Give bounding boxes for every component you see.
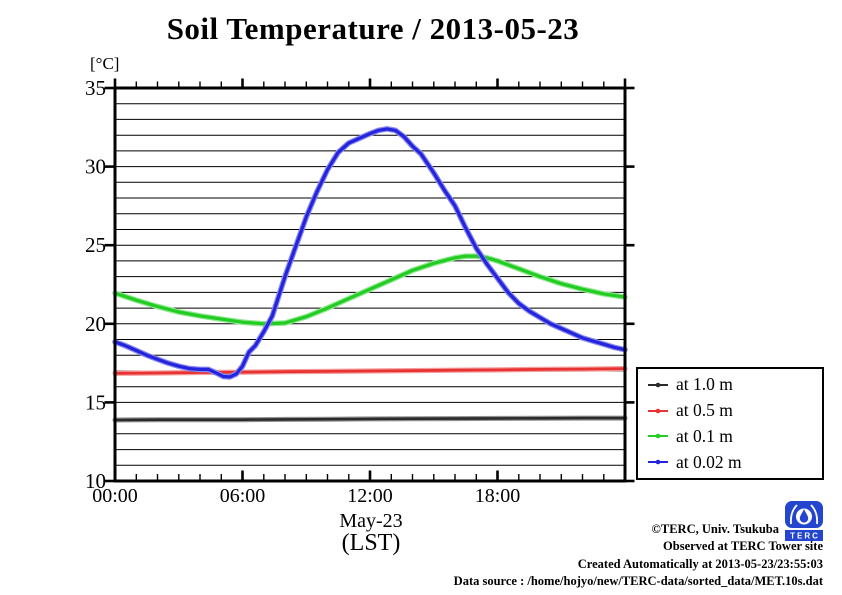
footer-data-source: Data source : /home/hojyo/new/TERC-data/… [453,574,823,589]
y-axis-unit-label: [°C] [90,54,120,73]
legend-item-label: at 0.1 m [676,425,733,446]
y-tick-label: 10 [85,469,106,493]
series-line-at-0-1-m [113,254,627,326]
logo-wave-left [789,504,798,525]
legend-item-0-02m: at 0.02 m [647,452,822,473]
series-line-at-1-0-m [113,416,627,422]
series-line-at-0-02-m [113,127,627,379]
footer-copyright: ©TERC, Univ. Tsukuba [651,522,779,536]
y-tick-label: 25 [85,233,106,257]
logo-text-strip [785,530,823,541]
legend-key-line [648,434,668,439]
logo-text: TERC [790,532,820,541]
legend: at 1.0 m at 0.5 m at 0.1 m at 0.02 m [636,367,824,480]
x-tick-label: 12:00 [347,485,393,507]
chart-title: Soil Temperature / 2013-05-23 [166,11,580,46]
terc-logo: TERC [785,501,823,541]
footer-credits: ©TERC, Univ. Tsukuba Observed at TERC To… [454,521,823,591]
plot-frame [113,86,627,483]
series-line-at-0-5-m [113,367,627,375]
legend-key-line [648,382,668,388]
legend-key-line [648,459,668,465]
x-axis-date-label: May-23 [339,510,403,532]
y-tick-label: 35 [85,76,106,100]
y-tick-label: 20 [85,312,106,336]
x-tick-label: 00:00 [92,485,138,507]
gridlines [115,103,625,466]
x-axis-timezone-label: (LST) [341,530,401,556]
footer-created-at: Created Automatically at 2013-05-23/23:5… [577,556,823,571]
legend-item-label: at 0.5 m [676,400,733,421]
legend-key-line [648,408,668,413]
legend-item-0-5m: at 0.5 m [647,400,822,421]
legend-item-label: at 1.0 m [676,374,733,395]
legend-item-1-0m: at 1.0 m [647,374,822,395]
footer-observed-at: Observed at TERC Tower site [663,539,823,554]
water-droplet-icon [799,509,809,523]
legend-item-0-1m: at 0.1 m [647,426,822,447]
y-tick-label: 15 [85,390,106,414]
legend-item-label: at 0.02 m [676,451,742,472]
series-lines [112,126,628,423]
x-tick-label: 18:00 [475,485,521,507]
x-tick-label: 06:00 [220,485,266,507]
logo-wave-right [810,504,819,525]
y-tick-label: 30 [85,155,106,179]
